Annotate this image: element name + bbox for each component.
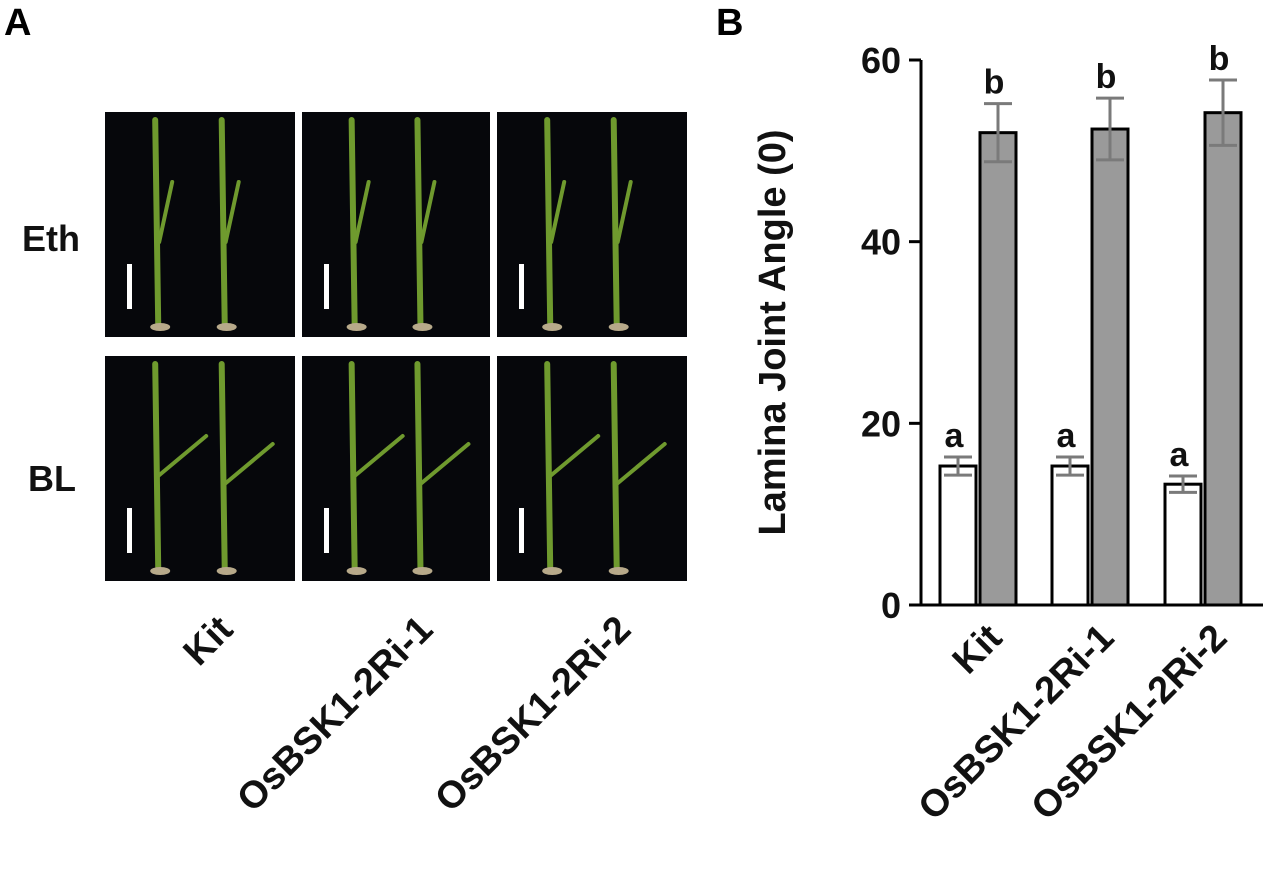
bar bbox=[1050, 464, 1090, 607]
row-label-bl: BL bbox=[28, 458, 76, 499]
significance-label: a bbox=[1170, 436, 1190, 474]
bar bbox=[938, 464, 978, 607]
photo-bl-osbsk1-2ri-2 bbox=[497, 356, 687, 581]
scale-bar bbox=[519, 264, 524, 309]
x-tick-label: OsBSK1-2Ri-2 bbox=[1023, 617, 1235, 829]
seedling bbox=[608, 117, 633, 331]
scale-bar bbox=[519, 508, 524, 553]
scale-bar bbox=[127, 508, 132, 553]
x-tick-label: OsBSK1-2Ri-1 bbox=[910, 617, 1122, 829]
y-axis-label: Lamina Joint Angle (0) bbox=[752, 129, 794, 535]
bar bbox=[1163, 482, 1203, 607]
seedling-drawing bbox=[519, 117, 633, 331]
scale-bar bbox=[324, 264, 329, 309]
bar bbox=[1090, 127, 1130, 607]
error-bar bbox=[984, 102, 1012, 164]
significance-label: b bbox=[1209, 40, 1230, 78]
seedling bbox=[412, 361, 471, 575]
seedling bbox=[150, 361, 209, 575]
x-tick-label: Kit bbox=[945, 616, 1011, 682]
seedling-drawing bbox=[127, 361, 275, 575]
seedling bbox=[412, 117, 437, 331]
seedling bbox=[216, 117, 241, 331]
y-tick-label: 40 bbox=[861, 222, 901, 263]
seedling-drawing bbox=[519, 361, 667, 575]
error-bar bbox=[1096, 96, 1124, 162]
row-label-eth: Eth bbox=[22, 218, 80, 259]
panel-b-letter: B bbox=[716, 2, 744, 44]
scale-bar bbox=[324, 508, 329, 553]
seedling bbox=[542, 361, 601, 575]
photo-eth-osbsk1-2ri-2 bbox=[497, 112, 687, 337]
bar bbox=[978, 131, 1018, 607]
seedling-drawing bbox=[324, 117, 437, 331]
significance-label: a bbox=[1057, 417, 1077, 455]
error-bar bbox=[1056, 455, 1084, 477]
seedling-drawing bbox=[127, 117, 241, 331]
significance-label: a bbox=[945, 417, 965, 455]
y-tick-label: 20 bbox=[861, 403, 901, 444]
seedling bbox=[150, 117, 175, 331]
photo-bl-osbsk1-2ri-1 bbox=[302, 356, 490, 581]
scale-bar bbox=[127, 264, 132, 309]
seedling bbox=[346, 361, 405, 575]
photo-eth-osbsk1-2ri-1 bbox=[302, 112, 490, 337]
photo-eth-kit bbox=[105, 112, 295, 337]
significance-label: b bbox=[984, 64, 1005, 102]
error-bar bbox=[1209, 78, 1237, 147]
y-tick-label: 60 bbox=[861, 40, 901, 81]
seedling bbox=[542, 117, 567, 331]
seedling bbox=[346, 117, 371, 331]
seedling-drawing bbox=[324, 361, 471, 575]
error-bar bbox=[944, 455, 972, 477]
y-tick-label: 0 bbox=[881, 585, 901, 626]
panel-a-letter: A bbox=[4, 2, 32, 44]
bar bbox=[1203, 111, 1243, 607]
error-bar bbox=[1169, 474, 1197, 494]
seedling bbox=[216, 361, 275, 575]
seedling bbox=[608, 361, 667, 575]
significance-label: b bbox=[1096, 58, 1117, 96]
photo-bl-kit bbox=[105, 356, 295, 581]
